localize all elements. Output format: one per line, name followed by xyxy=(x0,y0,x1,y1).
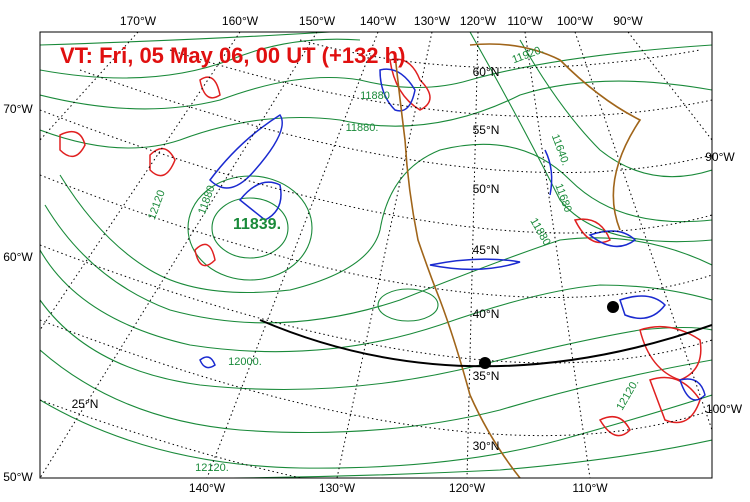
lon-label: 100°W xyxy=(706,402,743,416)
lon-label: 130°W xyxy=(319,481,356,495)
coastline xyxy=(394,54,521,478)
blue-contours xyxy=(199,68,706,401)
lat-label: 35°N xyxy=(473,369,500,383)
lat-label: 45°N xyxy=(473,243,500,257)
lon-label: 70°W xyxy=(3,102,33,116)
frame xyxy=(39,31,713,479)
cross-section-line xyxy=(259,319,712,368)
contour-label: 12000. xyxy=(228,356,262,368)
lon-label: 60°W xyxy=(3,250,33,264)
lon-label: 110°W xyxy=(507,14,543,28)
endpoint xyxy=(607,301,619,313)
lat-label: 60°N xyxy=(473,65,500,79)
contour-label: 11839. xyxy=(233,216,281,233)
lon-label: 120°W xyxy=(460,14,497,28)
title: VT: Fri, 05 May 06, 00 UT (+132 h) xyxy=(60,43,405,68)
lat-label: 30°N xyxy=(473,439,500,453)
lon-label: 110°W xyxy=(572,481,608,495)
contours xyxy=(40,32,712,478)
lat-label: 40°N xyxy=(473,307,500,321)
contour-label: 11880 xyxy=(360,90,390,102)
contour-label: 11880. xyxy=(346,122,379,134)
lon-label: 90°W xyxy=(613,14,643,28)
lon-label: 50°W xyxy=(3,470,33,484)
lon-label: 170°W xyxy=(120,14,157,28)
lon-label: 160°W xyxy=(222,14,259,28)
lon-label: 140°W xyxy=(360,14,397,28)
lat-label: 25°N xyxy=(72,397,99,411)
lon-label: 100°W xyxy=(557,14,594,28)
lon-label: 150°W xyxy=(299,14,336,28)
graticule xyxy=(40,32,712,478)
lon-label: 130°W xyxy=(414,14,451,28)
contour-label: 12120. xyxy=(195,462,229,474)
red-contours xyxy=(59,58,702,437)
lat-label: 50°N xyxy=(473,182,500,196)
map-body xyxy=(40,32,712,478)
lon-label: 120°W xyxy=(449,481,486,495)
lon-label: 140°W xyxy=(189,481,226,495)
lat-label: 55°N xyxy=(473,123,500,137)
lon-label: 90°W xyxy=(705,150,735,164)
endpoint xyxy=(479,357,491,369)
coastline xyxy=(469,43,642,231)
